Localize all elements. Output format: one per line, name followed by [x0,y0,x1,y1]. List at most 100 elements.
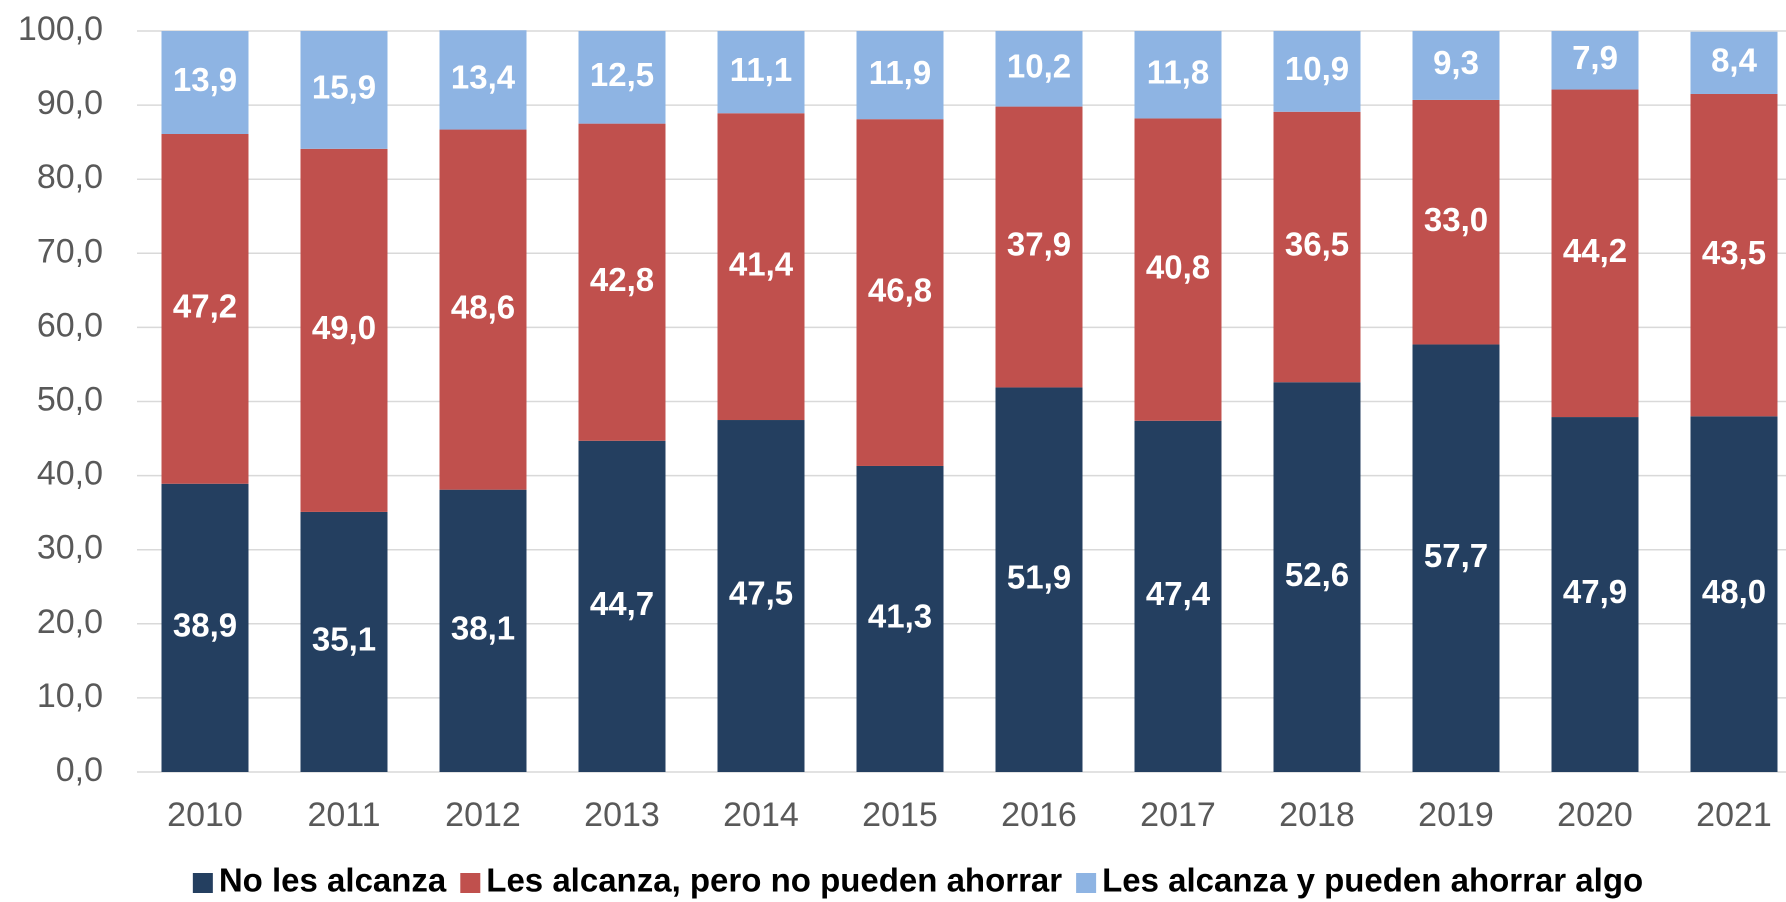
value-label: 46,8 [868,271,932,308]
y-tick-label: 70,0 [37,232,103,270]
legend-swatch [460,873,481,893]
value-label: 15,9 [312,69,376,106]
value-label: 57,7 [1424,537,1488,574]
legend-label: Les alcanza y pueden ahorrar algo [1102,862,1643,899]
value-label: 43,5 [1702,234,1766,271]
value-label: 47,2 [173,288,237,325]
x-tick-label: 2016 [1001,796,1077,834]
bar-segment [161,133,249,484]
value-label: 37,9 [1007,226,1071,263]
value-label: 51,9 [1007,558,1071,595]
y-tick-label: 30,0 [37,529,103,567]
value-label: 52,6 [1285,556,1349,593]
x-tick-label: 2019 [1418,796,1494,834]
bar-segment [1551,89,1639,418]
bar-segment [1690,93,1778,417]
bar-segment [439,489,527,772]
value-label: 12,5 [590,56,654,93]
y-tick-label: 20,0 [37,603,103,641]
legend-label: Les alcanza, pero no pueden ahorrar [486,862,1062,899]
x-tick-label: 2014 [723,796,799,834]
bar-segment [1412,31,1500,100]
value-label: 36,5 [1285,226,1349,263]
value-label: 47,9 [1563,573,1627,610]
bar-segment [1551,31,1639,90]
bar-segment [161,31,249,134]
value-label: 41,3 [868,598,932,635]
y-tick-label: 90,0 [37,84,103,122]
bar-segment [995,387,1083,772]
value-label: 48,6 [451,288,515,325]
value-label: 11,1 [730,51,792,88]
legend-swatch [192,873,213,893]
y-tick-label: 50,0 [37,380,103,418]
value-label: 7,9 [1572,39,1618,76]
value-label: 44,2 [1563,232,1627,269]
x-tick-label: 2010 [167,796,243,834]
bar-segment [578,440,666,772]
value-label: 42,8 [590,261,654,298]
value-label: 38,9 [173,607,237,644]
bar-segment [300,148,388,512]
bar-segment [1134,31,1222,119]
x-tick-label: 2021 [1696,796,1772,834]
value-label: 9,3 [1433,44,1479,81]
bar-segment [1273,111,1361,383]
x-tick-label: 2017 [1140,796,1216,834]
bar-segment [578,31,666,124]
value-label: 11,8 [1147,53,1209,90]
bar-segment [1273,382,1361,772]
y-tick-label: 10,0 [37,677,103,715]
value-label: 40,8 [1146,248,1210,285]
y-tick-label: 80,0 [37,158,103,196]
value-label: 47,5 [729,575,793,612]
bar-segment [717,31,805,114]
x-tick-label: 2013 [584,796,660,834]
bar-segment [1690,31,1778,94]
bar-segment [439,129,527,490]
value-label: 44,7 [590,585,654,622]
bar-segment [1690,416,1778,772]
value-label: 49,0 [312,309,376,346]
bar-segment [161,483,249,772]
x-tick-label: 2011 [307,796,380,834]
bar-segment [1412,344,1500,772]
bar-segment [1551,417,1639,772]
value-label: 10,9 [1285,50,1349,87]
bar-segment [717,113,805,421]
value-label: 47,4 [1146,575,1211,612]
bar-segment [995,106,1083,388]
bar-segment [1273,31,1361,112]
value-label: 33,0 [1424,201,1488,238]
bar-segment [578,123,666,441]
x-tick-label: 2015 [862,796,938,834]
value-label: 11,9 [869,54,931,91]
bar-segment [1134,420,1222,772]
value-label: 48,0 [1702,573,1766,610]
value-label: 38,1 [451,610,515,647]
y-tick-label: 60,0 [37,306,103,344]
legend-swatch [1076,873,1097,893]
value-label: 13,4 [451,59,516,96]
bar-segment [300,31,388,149]
bar-segment [856,31,944,120]
bar-segment [717,420,805,772]
value-label: 8,4 [1711,42,1758,79]
x-tick-label: 2018 [1279,796,1355,834]
bar-segment [1134,118,1222,421]
y-tick-label: 40,0 [37,455,103,493]
x-tick-label: 2012 [445,796,521,834]
y-tick-label: 0,0 [56,751,103,789]
value-label: 13,9 [173,61,237,98]
y-tick-label: 100,0 [18,10,103,48]
bar-segment [856,119,944,466]
bar-segment [856,465,944,772]
value-label: 35,1 [312,621,376,658]
value-label: 10,2 [1007,48,1071,85]
bar-segment [995,31,1083,107]
bar-segment [439,30,527,130]
legend-label: No les alcanza [219,862,447,899]
value-label: 41,4 [729,245,794,282]
